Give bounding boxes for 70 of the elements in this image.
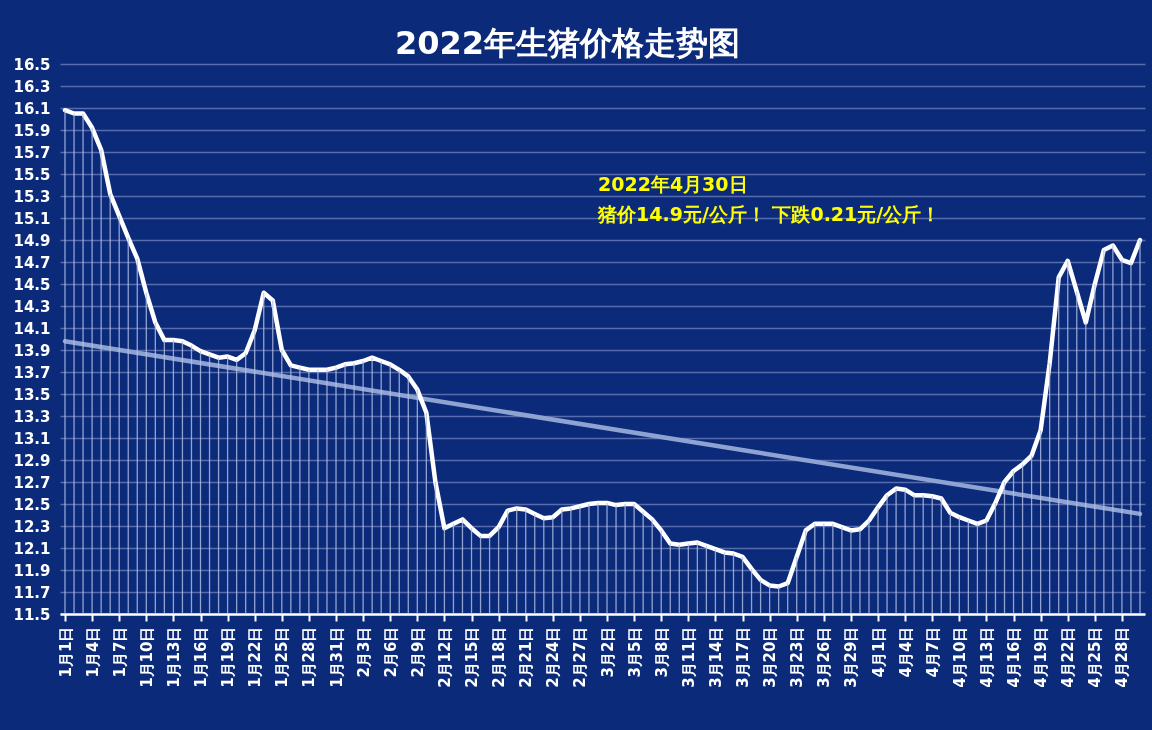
x-tick-label: 3月8日: [652, 626, 671, 678]
y-tick-label: 11.9: [13, 561, 51, 580]
x-tick-label: 1月10日: [137, 626, 156, 688]
y-tick-label: 13.1: [13, 429, 51, 448]
x-tick-label: 2月21日: [517, 626, 536, 688]
y-tick-label: 14.7: [13, 253, 51, 272]
x-tick-label: 4月16日: [1005, 626, 1024, 688]
y-tick-label: 15.5: [13, 165, 51, 184]
y-tick-label: 15.7: [13, 143, 51, 162]
x-tick-label: 2月3日: [354, 626, 373, 678]
x-tick-label: 1月7日: [110, 626, 129, 678]
x-tick-label: 4月25日: [1086, 626, 1105, 688]
x-tick-label: 1月28日: [300, 626, 319, 688]
x-tick-label: 2月15日: [463, 626, 482, 688]
x-tick-label: 2月12日: [435, 626, 454, 688]
x-tick-label: 4月28日: [1113, 626, 1132, 688]
chart-title: 2022年生猪价格走势图: [394, 24, 741, 62]
x-tick-label: 4月7日: [923, 626, 942, 678]
annotation: 猪价14.9元/公斤！ 下跌0.21元/公斤！: [597, 203, 941, 225]
x-tick-label: 4月10日: [950, 626, 969, 688]
x-tick-label: 3月26日: [815, 626, 834, 688]
y-tick-label: 15.3: [13, 187, 51, 206]
x-tick-label: 3月11日: [679, 626, 698, 688]
x-tick-label: 4月19日: [1032, 626, 1051, 688]
x-tick-label: 4月1日: [869, 626, 888, 678]
y-tick-label: 15.9: [13, 121, 51, 140]
y-tick-label: 14.5: [13, 275, 51, 294]
x-tick-label: 4月4日: [896, 626, 915, 678]
y-tick-label: 16.5: [13, 55, 51, 74]
y-tick-label: 12.1: [13, 539, 51, 558]
x-tick-label: 3月5日: [625, 626, 644, 678]
y-tick-label: 14.9: [13, 231, 51, 250]
x-tick-label: 1月25日: [273, 626, 292, 688]
y-tick-label: 12.5: [13, 495, 51, 514]
y-tick-label: 11.7: [13, 583, 51, 602]
y-tick-label: 13.5: [13, 385, 51, 404]
x-tick-label: 1月19日: [219, 626, 238, 688]
y-tick-label: 13.7: [13, 363, 51, 382]
x-tick-label: 3月20日: [761, 626, 780, 688]
x-tick-label: 2月9日: [408, 626, 427, 678]
y-tick-label: 12.9: [13, 451, 51, 470]
x-tick-label: 3月17日: [734, 626, 753, 688]
y-tick-label: 12.3: [13, 517, 51, 536]
x-tick-label: 3月14日: [706, 626, 725, 688]
x-tick-label: 3月29日: [842, 626, 861, 688]
x-tick-label: 4月13日: [977, 626, 996, 688]
y-tick-label: 13.3: [13, 407, 51, 426]
y-tick-label: 16.1: [13, 99, 51, 118]
x-tick-label: 3月2日: [598, 626, 617, 678]
x-tick-label: 1月31日: [327, 626, 346, 688]
x-tick-label: 4月22日: [1059, 626, 1078, 688]
x-tick-label: 1月1日: [56, 626, 75, 678]
y-tick-label: 14.1: [13, 319, 51, 338]
y-tick-label: 11.5: [13, 605, 51, 624]
x-tick-label: 2月6日: [381, 626, 400, 678]
y-tick-label: 15.1: [13, 209, 51, 228]
y-tick-label: 12.7: [13, 473, 51, 492]
x-tick-label: 1月22日: [246, 626, 265, 688]
line-series: [62, 107, 1143, 589]
y-tick-label: 16.3: [13, 77, 51, 96]
x-tick-label: 2月18日: [490, 626, 509, 688]
x-tick-label: 1月13日: [164, 626, 183, 688]
x-tick-label: 3月23日: [788, 626, 807, 688]
x-tick-label: 2月27日: [571, 626, 590, 688]
y-tick-label: 14.3: [13, 297, 51, 316]
x-tick-label: 1月16日: [192, 626, 210, 688]
x-tick-label: 1月4日: [83, 626, 102, 678]
x-tick-label: 2月24日: [544, 626, 563, 688]
y-tick-label: 13.9: [13, 341, 51, 360]
annotation: 2022年4月30日: [598, 173, 748, 195]
